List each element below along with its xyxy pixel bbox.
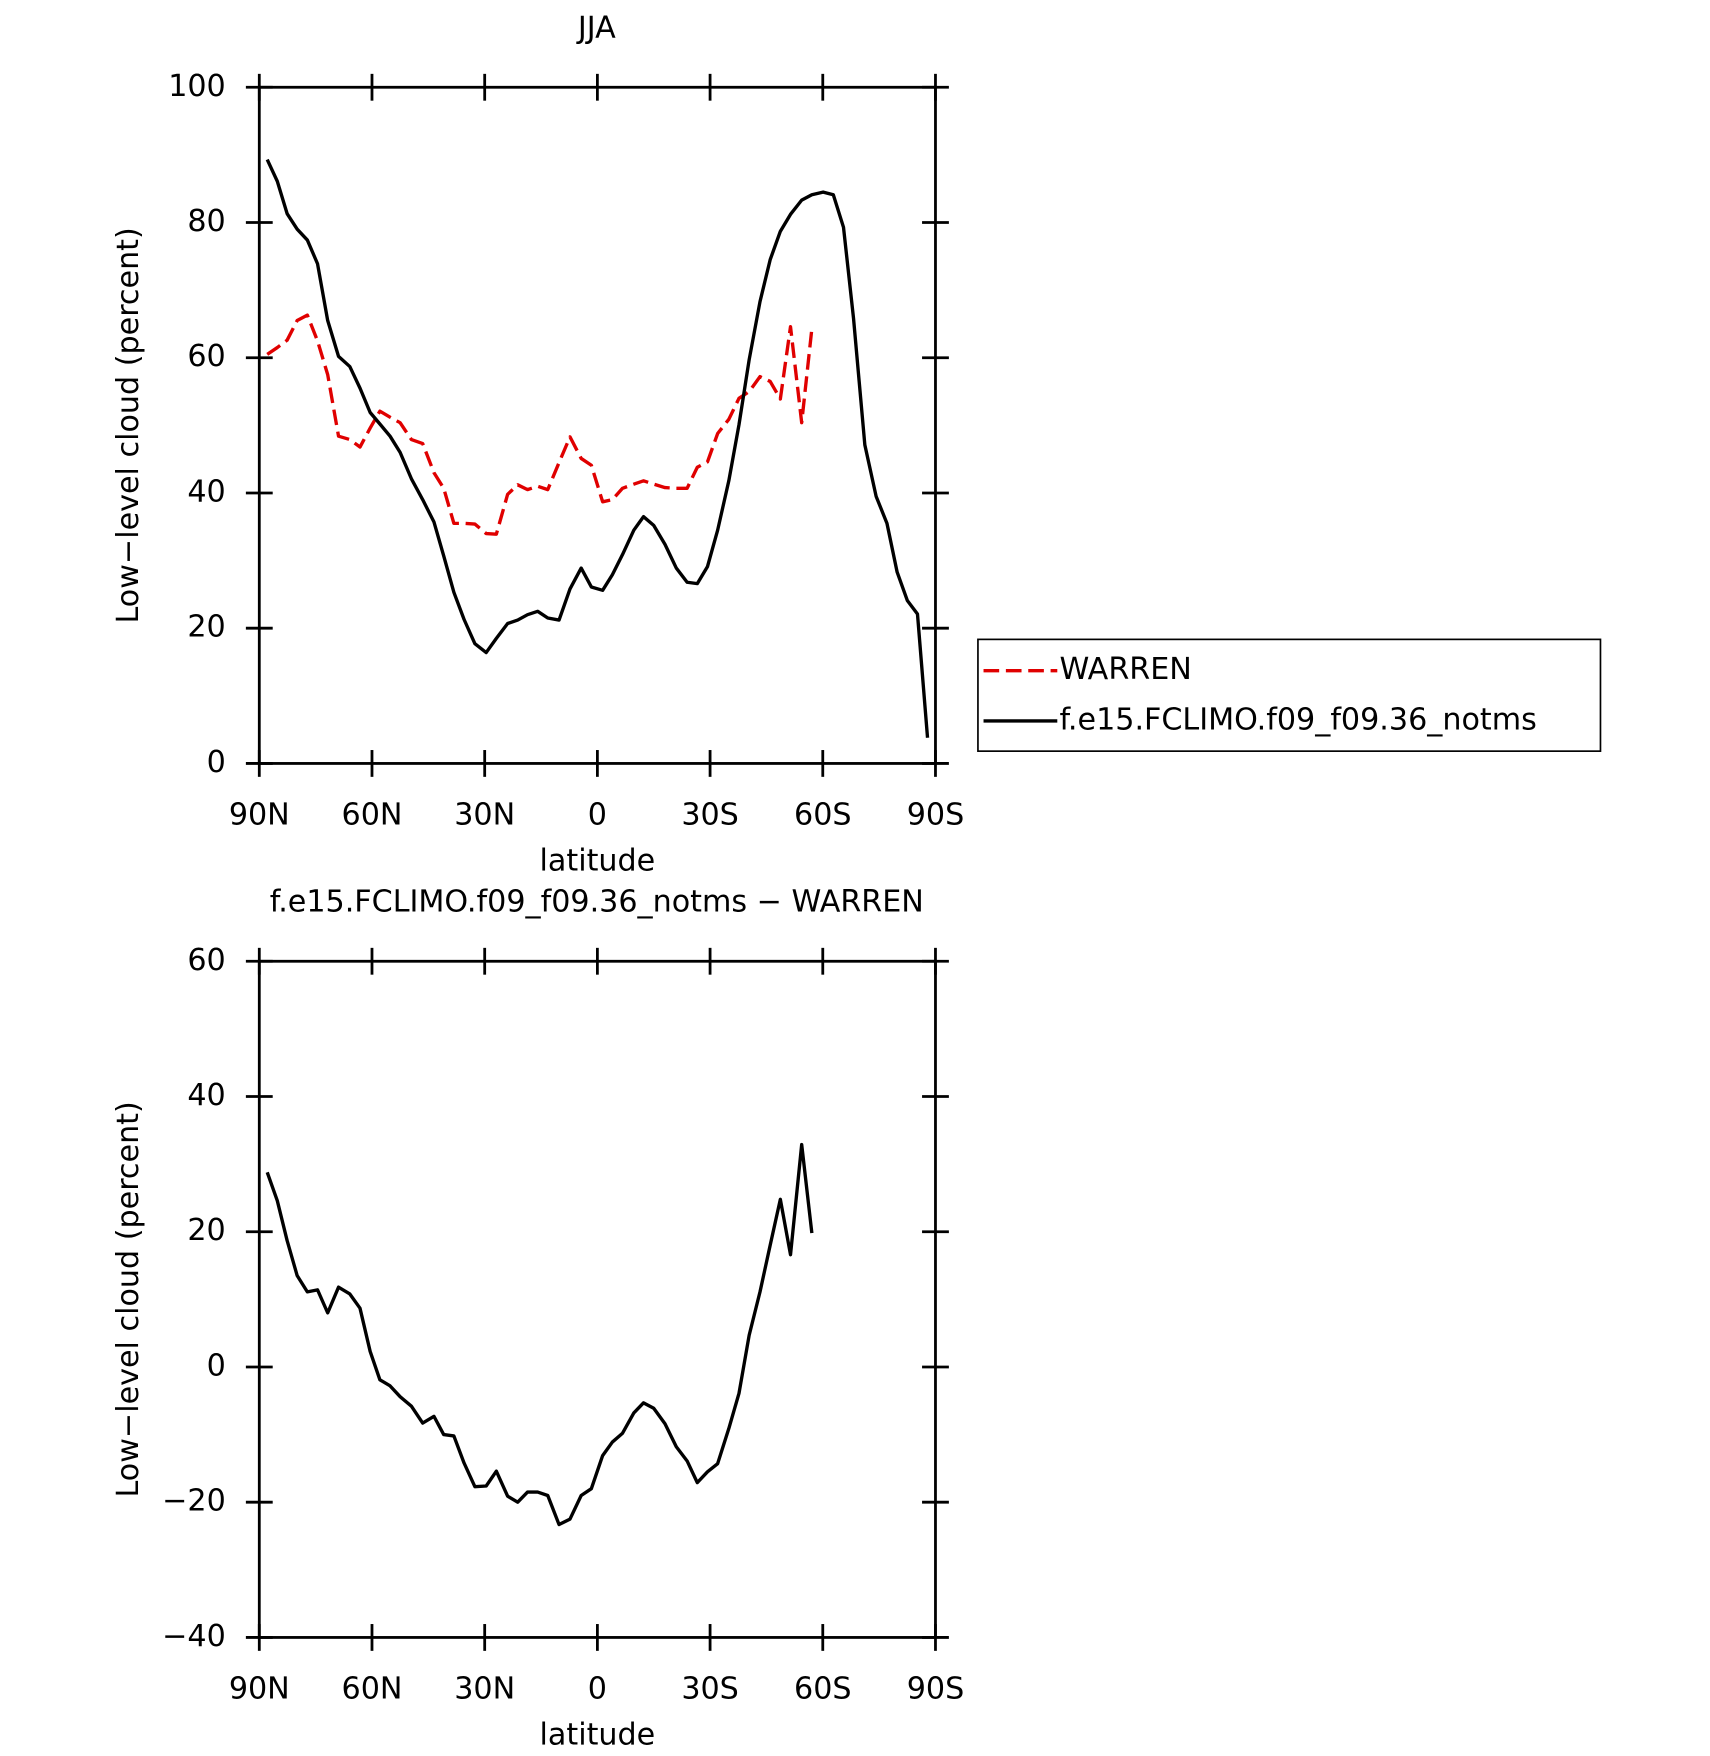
chart-title: JJA [576, 11, 616, 46]
y-tick-label: 60 [187, 943, 225, 978]
y-tick-label: 60 [187, 339, 225, 374]
x-axis-label: latitude [540, 1717, 656, 1752]
y-tick-label: 100 [168, 69, 226, 104]
y-tick-label: 0 [207, 1348, 226, 1383]
legend-label: WARREN [1060, 652, 1192, 687]
y-tick-label: −40 [162, 1619, 226, 1654]
plot-frame [257, 85, 937, 765]
x-axis-label: latitude [540, 843, 656, 878]
y-tick-label: 0 [207, 745, 226, 780]
series-line [266, 313, 814, 536]
y-axis-label: Low−level cloud (percent) [111, 1101, 146, 1497]
x-tick-label: 30N [454, 1671, 515, 1706]
x-tick-label: 30S [681, 797, 739, 832]
series-line [265, 1142, 814, 1527]
y-tick-label: 40 [187, 474, 225, 509]
x-tick-label: 60S [794, 1671, 852, 1706]
x-tick-label: 90N [229, 797, 290, 832]
chart-title: f.e15.FCLIMO.f09_f09.36_notms − WARREN [270, 885, 924, 920]
x-tick-label: 0 [588, 797, 607, 832]
y-tick-label: 20 [187, 1213, 225, 1248]
y-tick-label: −20 [162, 1484, 226, 1519]
legend-box [977, 638, 1602, 752]
y-axis-label: Low−level cloud (percent) [111, 227, 146, 623]
x-tick-label: 90N [229, 1671, 290, 1706]
legend-label: f.e15.FCLIMO.f09_f09.36_notms [1060, 702, 1537, 737]
x-tick-label: 60S [794, 797, 852, 832]
y-tick-label: 80 [187, 204, 225, 239]
x-tick-label: 30N [454, 797, 515, 832]
x-tick-label: 30S [681, 1671, 739, 1706]
x-tick-label: 90S [907, 797, 965, 832]
y-tick-label: 40 [187, 1078, 225, 1113]
plot-frame [257, 959, 937, 1639]
x-tick-label: 0 [588, 1671, 607, 1706]
x-tick-label: 60N [342, 797, 403, 832]
series-line [265, 158, 930, 738]
x-tick-label: 60N [342, 1671, 403, 1706]
x-tick-label: 90S [907, 1671, 965, 1706]
y-tick-label: 20 [187, 610, 225, 645]
